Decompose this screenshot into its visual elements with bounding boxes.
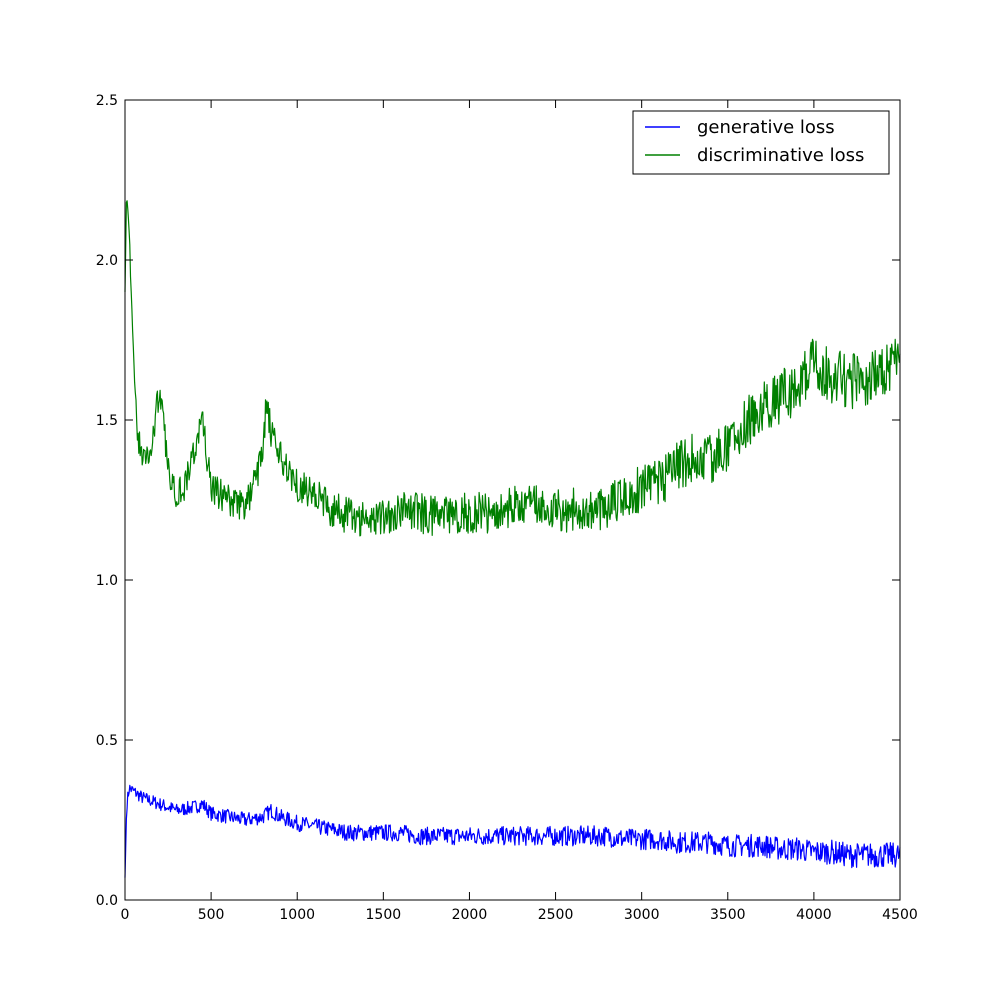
x-tick-label: 1500 (366, 907, 402, 923)
y-tick-label: 2.0 (96, 253, 118, 269)
y-tick-label: 0.0 (96, 893, 118, 909)
y-tick-label: 0.5 (96, 733, 118, 749)
series-layer (124, 200, 901, 878)
legend: generative loss discriminative loss (632, 110, 890, 175)
series-line-discriminative-loss (124, 200, 901, 537)
x-tick-label: 2500 (538, 907, 574, 923)
x-tick-label: 1000 (279, 907, 315, 923)
legend-label-discriminative-loss: discriminative loss (697, 145, 864, 166)
x-tick-label: 0 (121, 907, 130, 923)
x-tick-label: 3500 (710, 907, 746, 923)
y-tick-label: 1.5 (96, 413, 118, 429)
legend-box (632, 110, 890, 175)
x-tick-label: 500 (198, 907, 225, 923)
y-axis: 0.0 0.5 1.0 1.5 2.0 2.5 (96, 93, 900, 909)
legend-label-generative-loss: generative loss (697, 117, 835, 138)
plot-frame (124, 99, 901, 901)
y-tick-label: 1.0 (96, 573, 118, 589)
x-tick-label: 4500 (882, 907, 918, 923)
x-tick-label: 2000 (452, 907, 488, 923)
x-tick-label: 4000 (796, 907, 832, 923)
plot-area (125, 100, 900, 900)
x-axis: 0 500 1000 1500 2000 2500 3000 3500 4000 4500 (121, 100, 918, 923)
y-tick-label: 2.5 (96, 93, 118, 109)
series-line-generative-loss (124, 784, 901, 878)
x-tick-label: 3000 (624, 907, 660, 923)
